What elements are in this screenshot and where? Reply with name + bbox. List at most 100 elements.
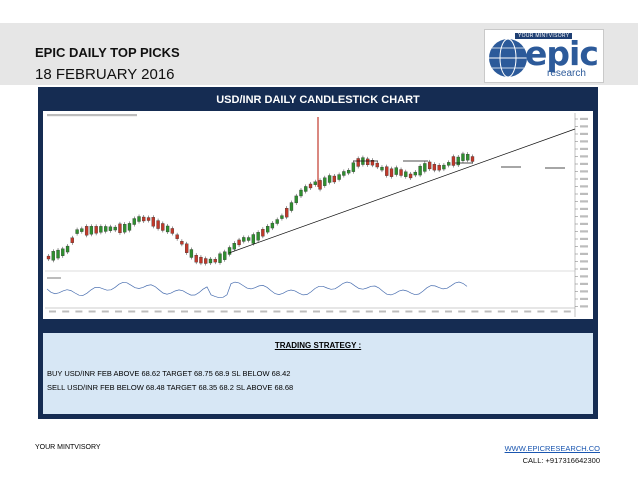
candle-body	[127, 223, 132, 231]
candle-body	[227, 247, 232, 255]
time-tick-label	[62, 310, 70, 313]
price-tick-label	[580, 132, 588, 135]
time-tick-label	[471, 310, 479, 313]
candle-body	[199, 256, 203, 264]
globe-icon	[489, 38, 527, 78]
time-tick-label	[128, 310, 136, 313]
candle-body	[470, 156, 475, 162]
buy-recommendation: BUY USD/INR FEB ABOVE 68.62 TARGET 68.75…	[47, 369, 291, 378]
candle-body	[308, 183, 313, 189]
time-tick-label	[286, 310, 294, 313]
candle-body	[294, 195, 298, 204]
time-tick-label	[154, 310, 162, 313]
candle-body	[46, 255, 51, 260]
time-tick-label	[260, 310, 268, 313]
candle-body	[394, 167, 398, 175]
candle-body	[123, 224, 127, 233]
candle-body	[137, 216, 141, 222]
price-tick-label	[580, 162, 588, 165]
candle-body	[461, 153, 465, 161]
candle-body	[285, 208, 289, 218]
candle-body	[399, 169, 403, 176]
candle-body	[132, 218, 136, 225]
candle-body	[275, 219, 279, 224]
price-tick-label	[580, 305, 588, 308]
candle-body	[327, 175, 332, 183]
price-tick-label	[580, 185, 588, 188]
time-tick-label	[484, 310, 492, 313]
price-tick-label	[580, 155, 588, 158]
time-tick-label	[458, 310, 466, 313]
price-tick-label	[580, 252, 588, 255]
time-tick-label	[497, 310, 505, 313]
candle-body	[185, 243, 189, 253]
time-tick-label	[101, 310, 109, 313]
candle-body	[204, 258, 208, 264]
candlestick-chart-svg	[45, 113, 588, 317]
time-tick-label	[431, 310, 439, 313]
time-tick-label	[511, 310, 518, 313]
price-tick-label	[580, 147, 588, 150]
candle-body	[342, 171, 346, 176]
candle-body	[380, 166, 384, 171]
candle-body	[456, 156, 460, 166]
candle-body	[251, 234, 256, 244]
candle-body	[246, 237, 251, 241]
price-tick-label	[580, 140, 588, 143]
price-tick-label	[580, 245, 588, 248]
candle-body	[218, 253, 222, 263]
time-tick-label	[207, 310, 215, 313]
candle-body	[366, 158, 370, 166]
candle-body	[118, 223, 122, 234]
candlestick-chart	[43, 111, 593, 319]
candle-body	[84, 226, 89, 236]
candle-body	[351, 162, 356, 172]
candle-body	[313, 181, 317, 185]
candle-body	[70, 237, 74, 243]
candle-body	[437, 165, 441, 171]
candle-body	[108, 226, 113, 231]
candle-body	[299, 189, 303, 197]
epic-research-logo: YOUR MINTVISORY epic research	[484, 29, 604, 83]
candle-body	[208, 258, 213, 264]
time-tick-label	[88, 310, 96, 313]
time-tick-label	[299, 310, 307, 313]
logo-tagline: YOUR MINTVISORY	[515, 33, 573, 39]
candle-body	[165, 225, 170, 233]
candle-body	[180, 241, 184, 245]
website-link[interactable]: WWW.EPICRESEARCH.CO	[504, 444, 600, 453]
contact-phone: CALL: +917316642300	[522, 456, 600, 465]
candle-body	[146, 217, 151, 221]
candle-body	[175, 234, 179, 239]
candle-body	[280, 215, 284, 219]
candle-body	[289, 202, 294, 211]
support-trend-line	[228, 128, 576, 254]
report-date: 18 FEBRUARY 2016	[35, 66, 175, 83]
candle-body	[99, 226, 103, 233]
time-tick-label	[392, 310, 400, 313]
price-tick-label	[580, 117, 588, 120]
candle-body	[442, 164, 446, 170]
price-tick-label	[580, 230, 588, 233]
time-tick-label	[418, 310, 426, 313]
candle-body	[466, 154, 470, 161]
candle-body	[304, 186, 308, 192]
time-tick-label	[141, 310, 149, 313]
time-tick-label	[181, 310, 188, 313]
candle-body	[370, 160, 375, 166]
candle-body	[423, 163, 427, 172]
price-tick-label	[580, 215, 588, 218]
candle-body	[270, 222, 275, 229]
strategy-title: TRADING STRATEGY :	[274, 341, 362, 350]
time-tick-label	[524, 310, 532, 313]
footer-tagline: YOUR MINTVISORY	[35, 444, 101, 451]
time-tick-label	[537, 310, 545, 313]
candle-body	[194, 255, 198, 263]
price-tick-label	[580, 192, 588, 195]
time-tick-label	[115, 310, 122, 313]
candle-body	[418, 165, 422, 176]
candle-body	[94, 226, 98, 234]
price-tick-label	[580, 222, 588, 225]
candle-body	[408, 173, 413, 179]
time-tick-label	[313, 310, 320, 313]
